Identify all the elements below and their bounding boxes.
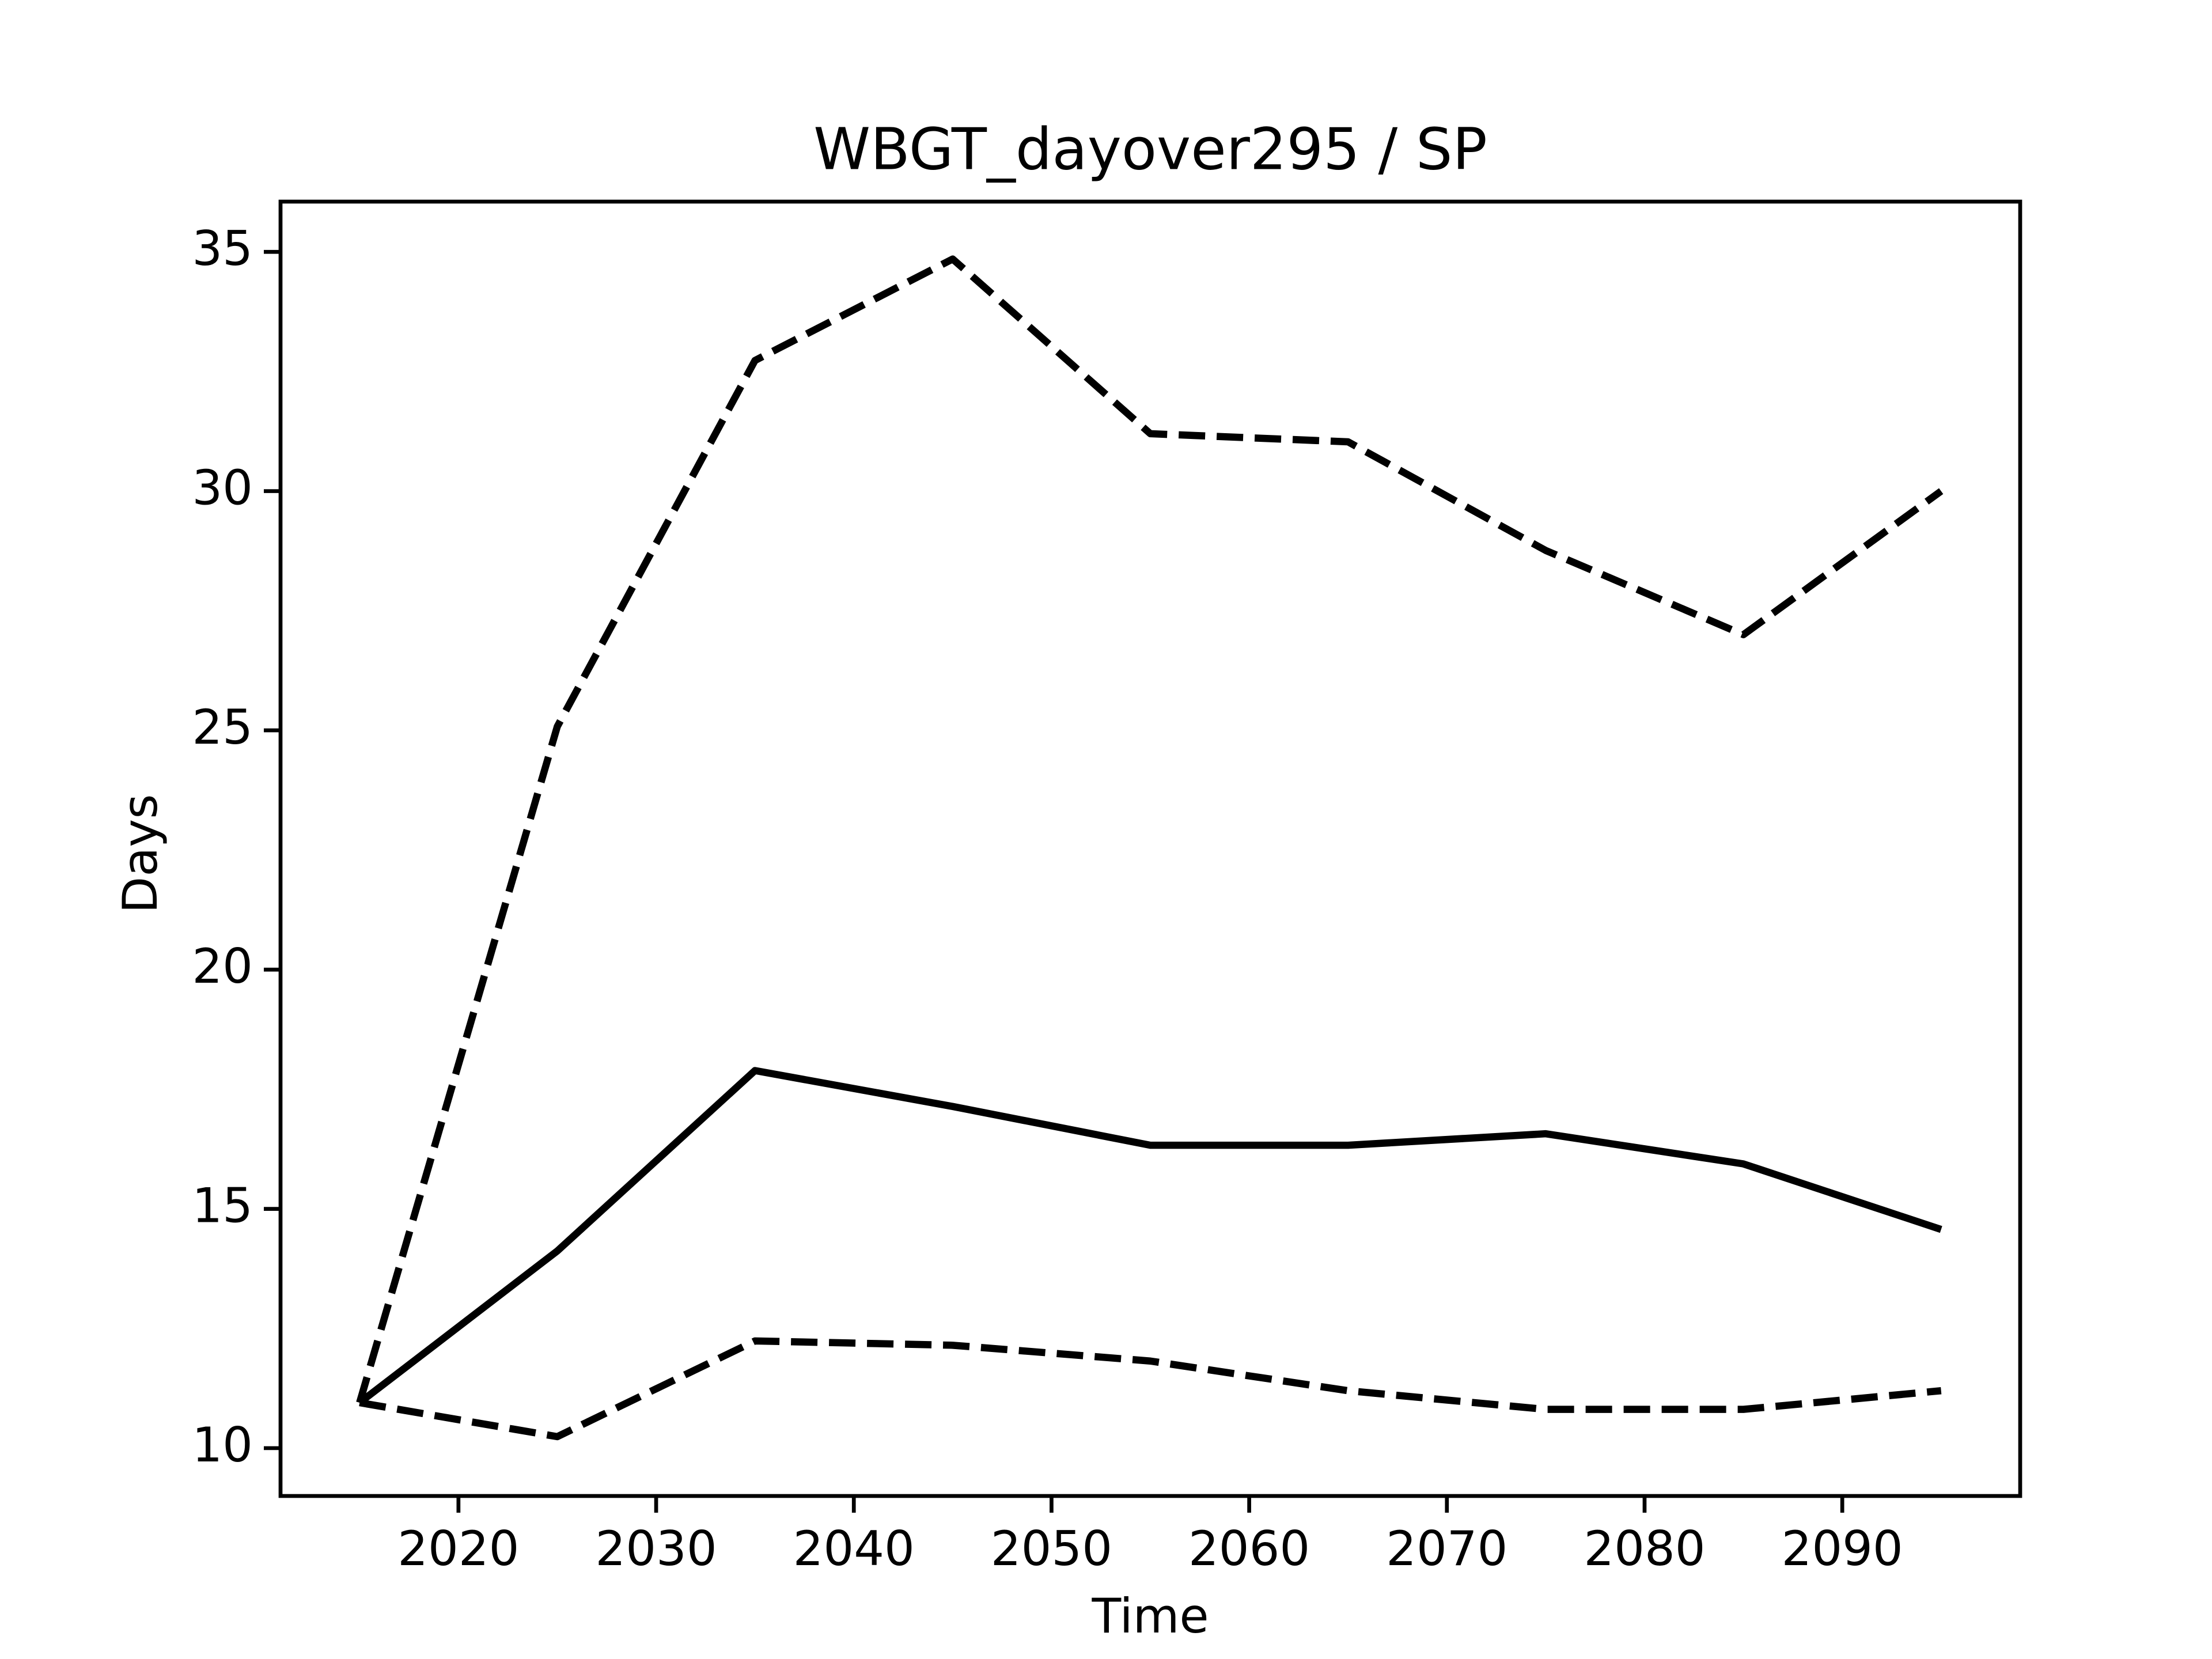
x-tick-label: 2060	[1188, 1521, 1310, 1577]
x-tick-label: 2070	[1386, 1521, 1508, 1577]
x-tick-label: 2030	[595, 1521, 717, 1577]
y-tick-label: 35	[192, 221, 253, 276]
line-series	[356, 255, 1944, 1404]
x-tick-label: 2020	[397, 1521, 519, 1577]
y-tick-label: 20	[192, 938, 253, 994]
line-series	[357, 1067, 1942, 1406]
line-series	[359, 1337, 1942, 1441]
x-tick-label: 2040	[793, 1521, 915, 1577]
x-axis-label: Time	[1091, 1588, 1209, 1644]
y-axis-label: Days	[112, 794, 168, 913]
y-tick-label: 25	[192, 699, 253, 755]
x-tick-label: 2080	[1584, 1521, 1705, 1577]
y-tick-label: 30	[192, 460, 253, 516]
axes-frame	[278, 199, 2022, 1498]
y-tick-label: 15	[192, 1178, 253, 1234]
x-tick-label: 2050	[991, 1521, 1112, 1577]
y-tick-label: 10	[192, 1417, 253, 1473]
chart-title: WBGT_dayover295 / SP	[813, 115, 1487, 183]
x-tick-label: 2090	[1782, 1521, 1903, 1577]
